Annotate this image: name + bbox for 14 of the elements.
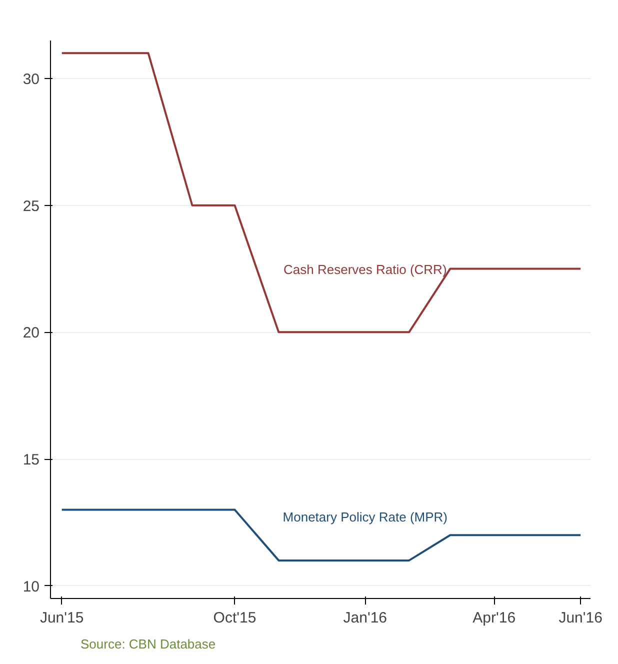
x-tick-label: Jan'16 [343,610,388,626]
y-tick-label: 15 [22,452,40,468]
y-tick-label: 20 [22,324,40,342]
y-tick-label: 30 [22,71,40,88]
series-label: Monetary Policy Rate (MPR) [282,509,448,524]
x-tick-label: Jun'16 [558,610,602,626]
x-tick-label: Apr'16 [472,610,516,626]
y-tick-label: 25 [22,198,40,215]
source-note: Source: CBN Database [80,636,216,652]
x-tick-label: Jun'15 [40,610,84,626]
y-tick-label: 10 [22,578,40,596]
series-label: Cash Reserves Ratio (CRR) [284,262,447,278]
line-series [60,52,582,334]
x-tick-label: Oct'15 [213,610,256,626]
